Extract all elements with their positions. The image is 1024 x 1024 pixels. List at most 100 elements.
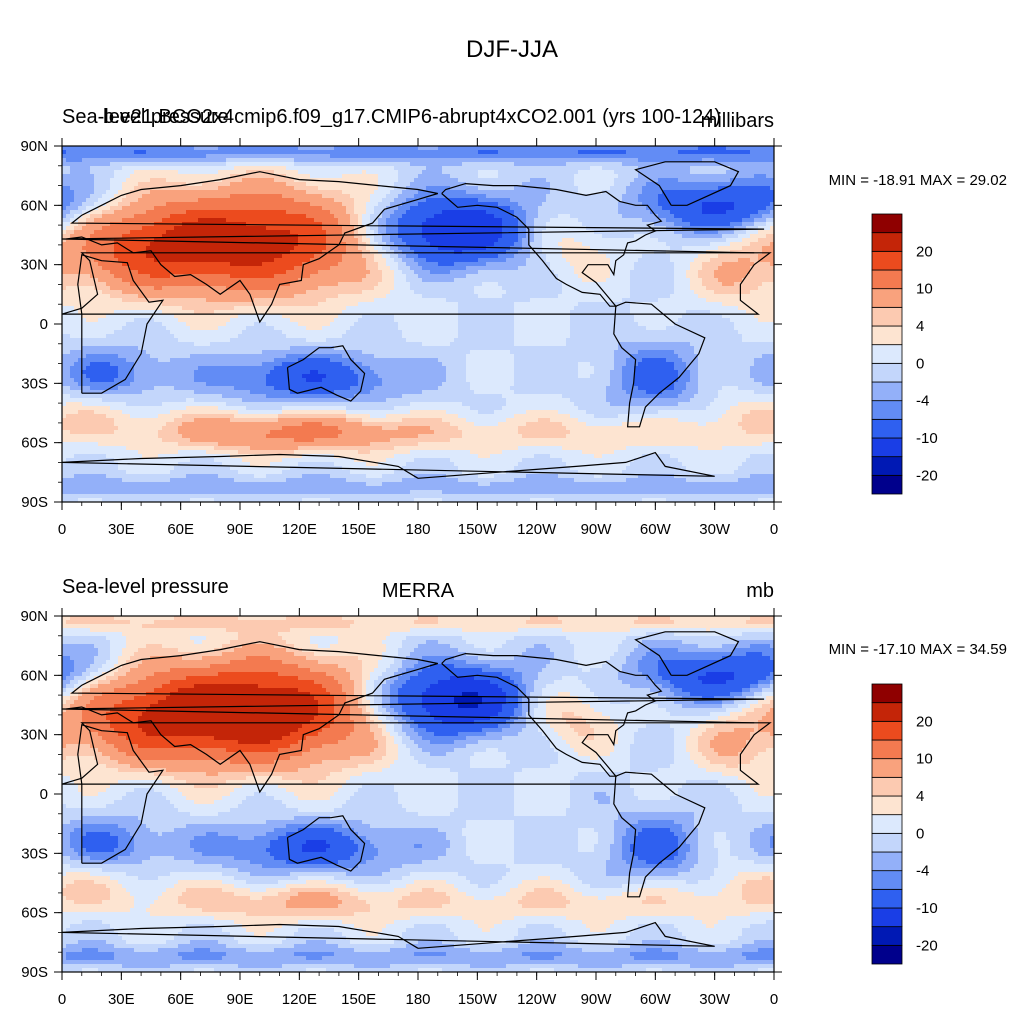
field-cell bbox=[702, 186, 707, 191]
field-cell bbox=[770, 210, 774, 215]
field-cell bbox=[86, 190, 91, 195]
field-cell bbox=[158, 166, 163, 171]
field-cell bbox=[762, 246, 767, 251]
field-cell bbox=[498, 234, 503, 239]
field-cell bbox=[346, 202, 351, 207]
field-cell bbox=[674, 186, 679, 191]
field-cell bbox=[246, 178, 251, 183]
field-cell bbox=[162, 162, 167, 167]
field-cell bbox=[614, 182, 619, 187]
field-cell bbox=[418, 178, 423, 183]
field-cell bbox=[414, 178, 419, 183]
field-cell bbox=[146, 254, 151, 259]
field-cell bbox=[226, 158, 231, 163]
field-cell bbox=[206, 166, 211, 171]
field-cell bbox=[150, 190, 155, 195]
field-cell bbox=[746, 242, 751, 247]
field-cell bbox=[474, 194, 479, 199]
field-cell bbox=[670, 246, 675, 251]
field-cell bbox=[366, 170, 371, 175]
field-cell bbox=[702, 178, 707, 183]
field-cell bbox=[518, 242, 523, 247]
field-cell bbox=[78, 226, 83, 231]
field-cell bbox=[246, 190, 251, 195]
field-cell bbox=[362, 238, 367, 243]
field-cell bbox=[190, 242, 195, 247]
field-cell bbox=[374, 166, 379, 171]
field-cell bbox=[390, 218, 395, 223]
field-cell bbox=[526, 178, 531, 183]
field-cell bbox=[762, 218, 767, 223]
field-cell bbox=[302, 158, 307, 163]
field-cell bbox=[398, 194, 403, 199]
field-cell bbox=[638, 162, 643, 167]
field-cell bbox=[146, 182, 151, 187]
field-cell bbox=[206, 190, 211, 195]
field-cell bbox=[82, 210, 87, 215]
field-cell bbox=[566, 222, 571, 227]
field-cell bbox=[538, 182, 543, 187]
field-cell bbox=[698, 146, 703, 151]
field-cell bbox=[482, 210, 487, 215]
field-cell bbox=[462, 194, 467, 199]
field-cell bbox=[226, 182, 231, 187]
field-cell bbox=[598, 206, 603, 211]
field-cell bbox=[454, 182, 459, 187]
field-cell bbox=[734, 194, 739, 199]
field-cell bbox=[534, 154, 539, 159]
field-cell bbox=[714, 182, 719, 187]
field-cell bbox=[666, 238, 671, 243]
field-cell bbox=[270, 150, 275, 155]
field-cell bbox=[166, 158, 171, 163]
field-cell bbox=[182, 230, 187, 235]
field-cell bbox=[570, 242, 575, 247]
field-cell bbox=[718, 154, 723, 159]
field-cell bbox=[398, 182, 403, 187]
field-cell bbox=[282, 154, 287, 159]
field-cell bbox=[286, 242, 291, 247]
field-cell bbox=[682, 222, 687, 227]
field-cell bbox=[434, 210, 439, 215]
field-cell bbox=[154, 150, 159, 155]
field-cell bbox=[686, 238, 691, 243]
field-cell bbox=[394, 174, 399, 179]
field-cell bbox=[402, 154, 407, 159]
field-cell bbox=[350, 158, 355, 163]
field-cell bbox=[74, 194, 79, 199]
field-cell bbox=[626, 166, 631, 171]
field-cell bbox=[326, 210, 331, 215]
field-cell bbox=[602, 242, 607, 247]
field-cell bbox=[606, 234, 611, 239]
field-cell bbox=[482, 214, 487, 219]
field-cell bbox=[134, 226, 139, 231]
field-cell bbox=[242, 154, 247, 159]
field-cell bbox=[374, 178, 379, 183]
field-cell bbox=[294, 214, 299, 219]
field-cell bbox=[174, 194, 179, 199]
field-cell bbox=[530, 206, 535, 211]
field-cell bbox=[654, 206, 659, 211]
field-cell bbox=[698, 210, 703, 215]
field-cell bbox=[722, 230, 727, 235]
field-cell bbox=[150, 202, 155, 207]
field-cell bbox=[670, 242, 675, 247]
field-cell bbox=[666, 210, 671, 215]
field-cell bbox=[710, 158, 715, 163]
field-cell bbox=[566, 182, 571, 187]
field-cell bbox=[242, 150, 247, 155]
field-cell bbox=[202, 150, 207, 155]
field-cell bbox=[586, 230, 591, 235]
field-cell bbox=[434, 194, 439, 199]
field-cell bbox=[286, 210, 291, 215]
field-cell bbox=[570, 210, 575, 215]
field-cell bbox=[82, 170, 87, 175]
field-cell bbox=[294, 146, 299, 151]
field-cell bbox=[710, 202, 715, 207]
field-cell bbox=[210, 202, 215, 207]
field-cell bbox=[398, 170, 403, 175]
field-cell bbox=[390, 230, 395, 235]
field-cell bbox=[262, 186, 267, 191]
field-cell bbox=[662, 178, 667, 183]
field-cell bbox=[150, 146, 155, 151]
field-cell bbox=[530, 190, 535, 195]
